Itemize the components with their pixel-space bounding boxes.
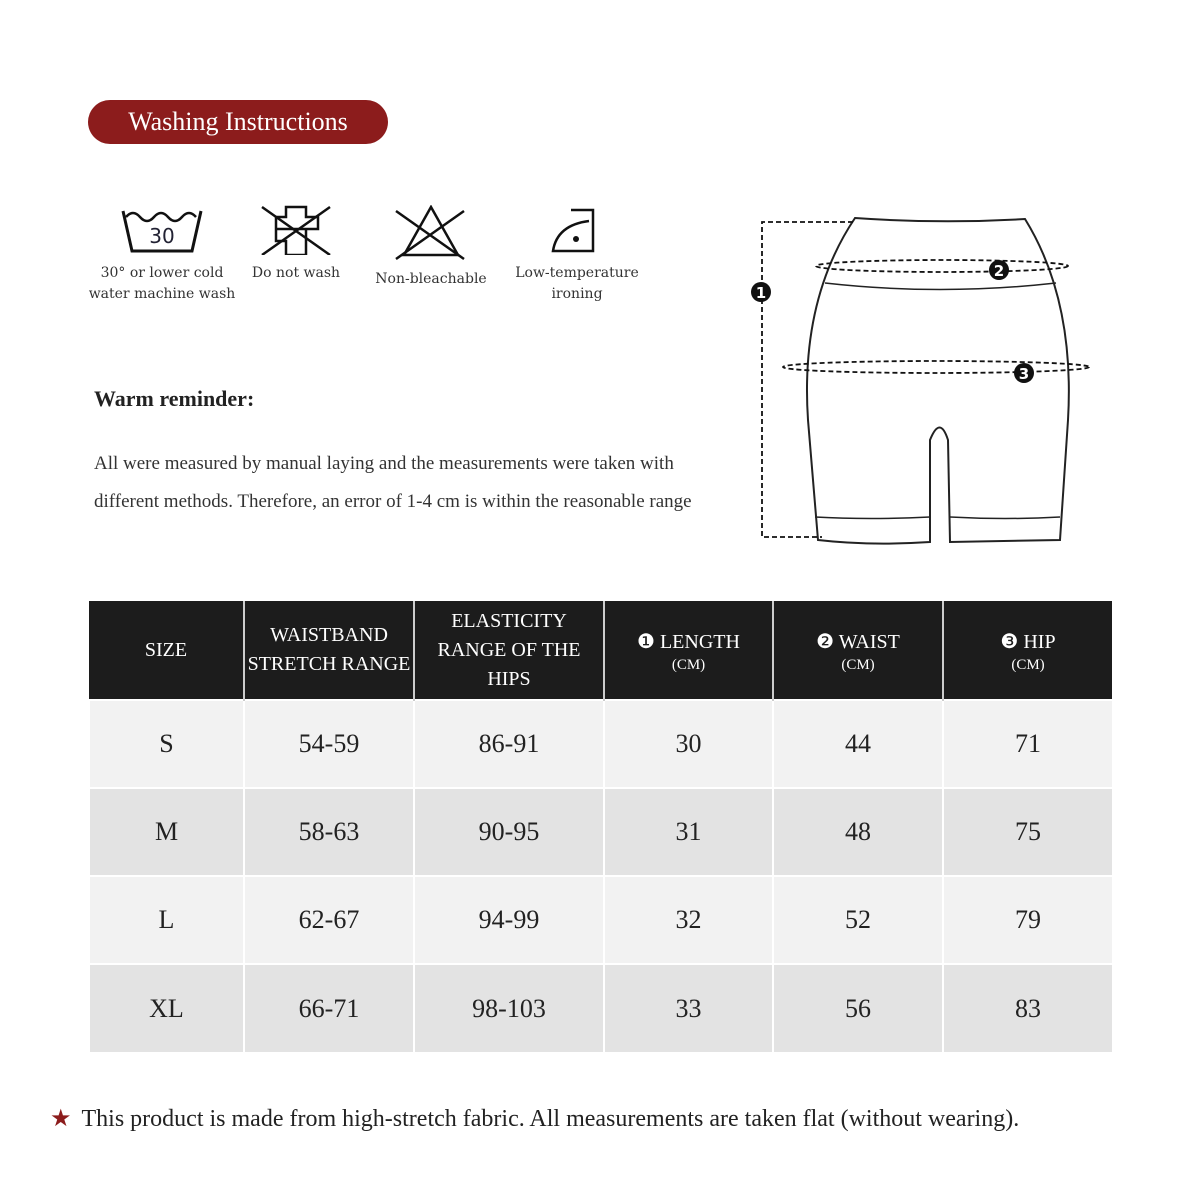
table-cell: 83	[942, 963, 1112, 1052]
table-cell: 32	[603, 875, 773, 964]
marker-1: 1	[751, 282, 771, 302]
wash-30-icon: 30	[121, 210, 203, 253]
table-row: L 62-67 94-99 32 52 79	[88, 875, 1112, 964]
table-cell: 44	[772, 699, 943, 788]
care-item-wash-30: 30 30° or lower cold water machine wash	[82, 205, 242, 305]
care-label: Non-bleachable	[375, 271, 487, 287]
care-label: ironing	[551, 286, 603, 302]
care-label: water machine wash	[88, 286, 236, 302]
do-not-wash-icon	[261, 205, 331, 255]
table-cell: 90-95	[413, 787, 604, 876]
table-row: M 58-63 90-95 31 48 75	[88, 787, 1112, 876]
care-item-do-not-wash: Do not wash	[216, 205, 376, 284]
non-bleachable-icon	[395, 205, 465, 261]
table-cell: 98-103	[413, 963, 604, 1052]
marker-2: 2	[989, 260, 1009, 280]
table-cell: 75	[942, 787, 1112, 876]
table-cell: 58-63	[243, 787, 414, 876]
table-row: XL 66-71 98-103 33 56 83	[88, 963, 1112, 1052]
table-cell: 31	[603, 787, 773, 876]
size-chart-table: SIZE WAISTBAND STRETCH RANGE ELASTICITY RA…	[88, 601, 1112, 1052]
table-cell: 86-91	[413, 699, 604, 788]
care-item-low-temp-iron: Low-temperature ironing	[497, 205, 657, 305]
care-label: Low-temperature	[515, 265, 639, 281]
low-temperature-iron-icon	[551, 208, 595, 253]
table-cell: M	[88, 787, 244, 876]
care-label: 30° or lower cold	[100, 265, 224, 281]
header-waist: ❷ WAIST (CM)	[772, 601, 943, 700]
table-cell: 52	[772, 875, 943, 964]
reminder-title: Warm reminder:	[94, 386, 255, 411]
fabric-note: ★ This product is made from high-stretch …	[50, 1104, 1019, 1133]
table-row: S 54-59 86-91 30 44 71	[88, 699, 1112, 788]
note-text: This product is made from high-stretch f…	[81, 1106, 1020, 1132]
table-cell: 48	[772, 787, 943, 876]
table-cell: 71	[942, 699, 1112, 788]
table-cell: XL	[88, 963, 244, 1052]
table-cell: 94-99	[413, 875, 604, 964]
reminder-text: All were measured by manual laying and t…	[94, 453, 692, 512]
table-header-row: SIZE WAISTBAND STRETCH RANGE ELASTICITY RA…	[89, 601, 1112, 700]
wash-temperature: 30	[149, 224, 174, 248]
care-label: Do not wash	[251, 265, 341, 281]
table-cell: L	[88, 875, 244, 964]
marker-3: 3	[1014, 363, 1034, 383]
table-cell: 66-71	[243, 963, 414, 1052]
svg-text:3: 3	[1019, 365, 1029, 383]
header-size: SIZE	[89, 601, 244, 700]
table-cell: 56	[772, 963, 943, 1052]
svg-text:2: 2	[994, 262, 1004, 280]
table-cell: 79	[942, 875, 1112, 964]
table-cell: 62-67	[243, 875, 414, 964]
care-item-non-bleachable: Non-bleachable	[351, 205, 511, 290]
washing-instructions-badge: Washing Instructions	[88, 100, 388, 144]
svg-text:1: 1	[756, 284, 766, 302]
table-cell: 30	[603, 699, 773, 788]
star-icon: ★	[50, 1106, 72, 1132]
shorts-measurement-diagram: 1 2 3	[751, 216, 1090, 545]
header-hip: ❸ HIP (CM)	[942, 601, 1112, 700]
header-length: ❶ LENGTH (CM)	[603, 601, 773, 700]
header-elasticity: ELASTICITY RANGE OF THE HIPS	[413, 601, 604, 700]
table-cell: 54-59	[243, 699, 414, 788]
header-waistband: WAISTBAND STRETCH RANGE	[243, 601, 414, 700]
table-cell: S	[88, 699, 244, 788]
table-cell: 33	[603, 963, 773, 1052]
